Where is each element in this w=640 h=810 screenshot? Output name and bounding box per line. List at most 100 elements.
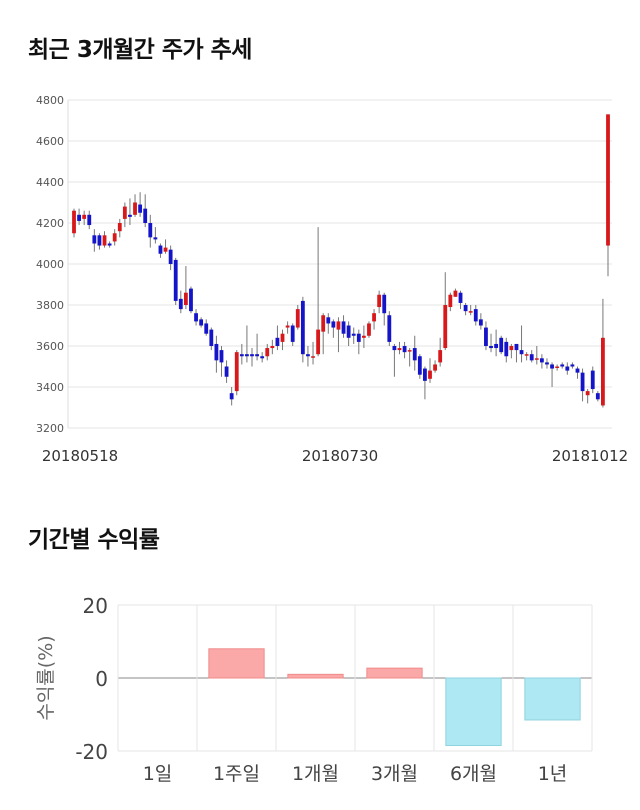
candle-body	[194, 313, 198, 322]
candle-body	[72, 210, 76, 234]
candle-body	[473, 309, 478, 322]
candle-body	[458, 292, 463, 303]
candle-body	[326, 317, 331, 324]
y-tick-label: 4000	[36, 258, 64, 271]
candle-body	[560, 364, 565, 367]
candle-body	[158, 245, 163, 254]
candle-body	[372, 313, 376, 322]
candle-body	[97, 235, 102, 246]
candle-body	[117, 223, 122, 232]
candle-body	[122, 206, 127, 219]
candle-body	[300, 300, 305, 355]
candle-body	[494, 343, 499, 349]
candle-body	[285, 325, 290, 328]
y-tick-label: 3400	[36, 381, 64, 394]
candlestick-chart: 4800 4600 4400 4200 4000 3800 3600 3400 3200 2018…	[36, 94, 628, 465]
candle-body	[336, 321, 341, 330]
candle-body	[529, 354, 534, 361]
candle-body	[382, 294, 387, 314]
candle-body	[112, 233, 117, 242]
x-category-label: 1개월	[292, 763, 339, 785]
candle-body	[87, 214, 92, 226]
candle-body	[453, 290, 458, 297]
candle-body	[133, 202, 137, 215]
y-tick-label: 4600	[36, 135, 64, 148]
candle-body	[148, 223, 153, 238]
candle-body	[92, 235, 97, 244]
candle-body	[351, 333, 356, 336]
candle-body	[290, 325, 295, 342]
y-tick-label: 4800	[36, 94, 64, 107]
return-bar	[445, 677, 502, 747]
candle-body	[199, 319, 204, 326]
candle-body	[570, 364, 575, 367]
candle-body	[245, 354, 249, 357]
candle-body	[468, 311, 473, 313]
x-category-label: 6개월	[450, 763, 497, 785]
candle-body	[341, 321, 346, 334]
y-tick-label: 3200	[36, 422, 64, 435]
candle-body	[163, 247, 168, 252]
candle-body	[590, 370, 595, 390]
candle-body	[361, 335, 366, 338]
y-axis-label: 수익률(%)	[35, 635, 57, 720]
candle-body	[443, 305, 448, 349]
return-bar	[524, 677, 581, 721]
candle-body	[275, 337, 280, 346]
candle-body	[509, 346, 514, 351]
candle-body	[168, 249, 173, 264]
candle-body	[128, 214, 132, 217]
candle-body	[77, 214, 81, 221]
candle-body	[534, 358, 539, 360]
candle-body	[295, 309, 300, 328]
candle-body	[585, 391, 590, 396]
candle-body	[250, 354, 254, 357]
candle-body	[214, 343, 219, 361]
y-tick-label: 20	[83, 594, 108, 618]
candle-body	[306, 354, 310, 357]
candle-body	[402, 346, 407, 353]
candle-body	[219, 350, 224, 363]
candle-body	[428, 370, 432, 379]
candle-body	[239, 354, 244, 357]
candle-body	[555, 366, 560, 368]
candle-body	[321, 315, 326, 332]
candle-body	[270, 346, 275, 349]
candle-body	[387, 315, 392, 342]
candle-body	[189, 288, 193, 312]
candle-body	[514, 343, 519, 351]
candle-body	[519, 350, 524, 355]
candle-body	[565, 366, 570, 371]
period-returns-title: 기간별 수익률	[28, 527, 160, 553]
candle-body	[346, 325, 351, 338]
return-bar	[287, 673, 344, 679]
candle-body	[143, 208, 148, 223]
candle-body	[280, 333, 285, 342]
candle-body	[580, 372, 585, 392]
return-bar	[366, 667, 423, 679]
candle-body	[433, 364, 437, 371]
candle-body	[331, 321, 336, 328]
y-tick-label: 4200	[36, 217, 64, 230]
candle-body	[153, 237, 158, 240]
candle-body	[407, 350, 412, 352]
candle-body	[499, 337, 504, 353]
y-tick-label: -20	[75, 740, 108, 764]
candle-body	[489, 346, 493, 349]
x-category-label: 1일	[143, 763, 173, 785]
candle-body	[204, 323, 209, 334]
y-tick-label: 3600	[36, 340, 64, 353]
price-trend-title: 최근 3개월간 주가 추세	[28, 37, 252, 63]
candle-body	[438, 350, 443, 363]
candle-body	[260, 356, 265, 359]
candle-body	[575, 368, 580, 373]
candle-body	[367, 323, 371, 336]
x-category-label: 1년	[538, 763, 568, 785]
y-tick-label: 4400	[36, 176, 64, 189]
candle-body	[102, 235, 107, 246]
candle-body	[448, 294, 453, 308]
candle-body	[504, 341, 509, 357]
candle-body	[178, 298, 183, 310]
candle-body	[265, 348, 270, 357]
